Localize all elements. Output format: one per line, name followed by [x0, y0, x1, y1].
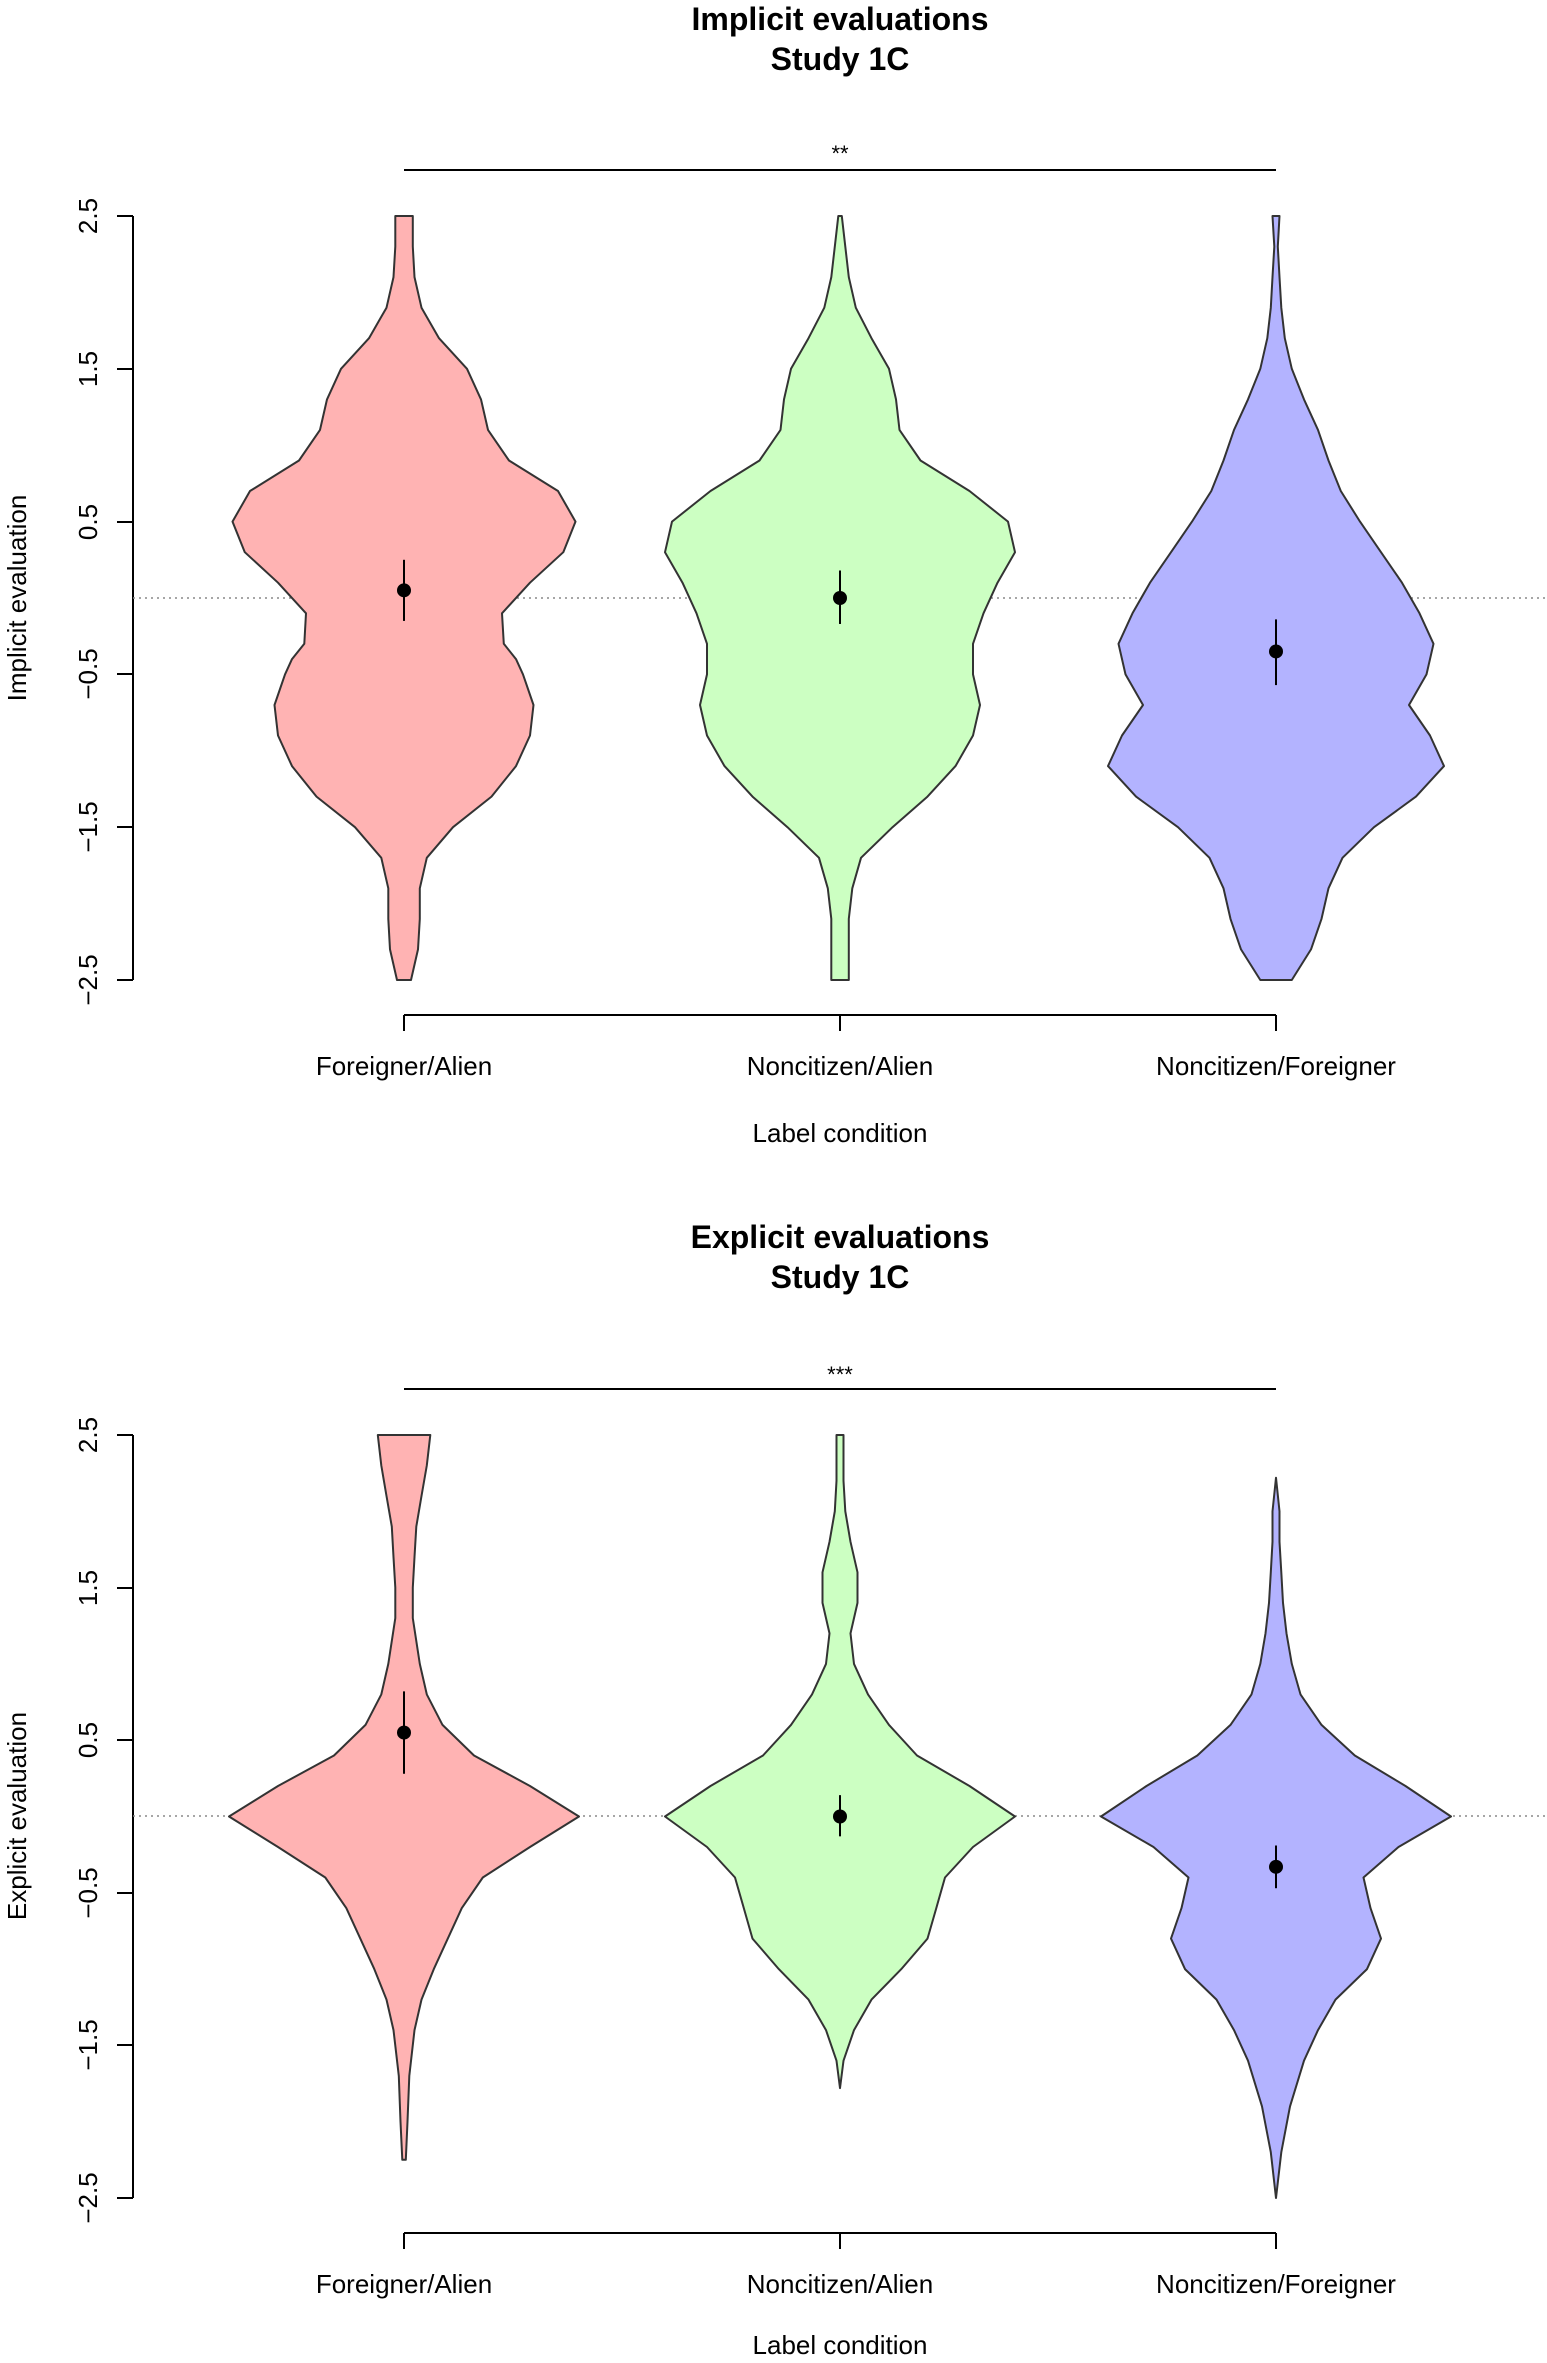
y-tick-label: −2.5 [73, 954, 103, 1005]
y-axis-label: Implicit evaluation [2, 495, 32, 702]
panel-implicit: Implicit evaluations Study 1C ** −2.5 −1… [2, 1, 1547, 1148]
y-tick-label: −2.5 [73, 2172, 103, 2223]
violin-noncitizen-foreigner [1107, 215, 1445, 981]
x-axis-label: Label condition [753, 1118, 928, 1148]
mean-point [397, 583, 411, 598]
significance-bracket: ** [404, 141, 1276, 171]
y-tick-label: 2.5 [73, 1417, 103, 1453]
y-tick-label: 0.5 [73, 1722, 103, 1758]
y-tick-label: 2.5 [73, 198, 103, 234]
mean-point [833, 591, 847, 605]
chart-subtitle: Study 1C [771, 1259, 910, 1295]
violin-noncitizen-foreigner [1100, 1476, 1452, 2199]
y-tick-label: −1.5 [73, 801, 103, 852]
y-tick-label: −1.5 [73, 2019, 103, 2070]
violin-noncitizen-alien [664, 1434, 1016, 2090]
mean-point [397, 1725, 411, 1740]
y-axis-label: Explicit evaluation [2, 1712, 32, 1920]
x-axis-label: Label condition [753, 2330, 928, 2360]
mean-point [833, 1809, 847, 1824]
y-tick-label: 0.5 [73, 504, 103, 540]
y-tick-label: 1.5 [73, 351, 103, 387]
x-tick-label: Foreigner/Alien [316, 1051, 492, 1081]
y-tick-label: −0.5 [73, 648, 103, 699]
mean-points [397, 583, 1283, 659]
violin-foreigner-alien [228, 1434, 580, 2161]
x-axis: Foreigner/Alien Noncitizen/Alien Nonciti… [316, 1014, 1396, 1148]
chart-title: Explicit evaluations [691, 1219, 990, 1255]
x-tick-label: Noncitizen/Alien [747, 1051, 933, 1081]
mean-point [1269, 644, 1283, 659]
mean-points [397, 1725, 1283, 1874]
mean-point [1269, 1859, 1283, 1874]
significance-label: ** [831, 141, 849, 166]
y-axis: −2.5 −1.5 −0.5 0.5 1.5 2.5 Explicit eval… [2, 1417, 134, 2224]
significance-label: *** [827, 1362, 853, 1387]
y-axis: −2.5 −1.5 −0.5 0.5 1.5 2.5 Implicit eval… [2, 198, 134, 1006]
chart-title: Implicit evaluations [692, 1, 989, 37]
x-tick-label: Noncitizen/Foreigner [1156, 2269, 1396, 2299]
chart-subtitle: Study 1C [771, 41, 910, 77]
significance-bracket: *** [404, 1362, 1276, 1390]
x-tick-label: Foreigner/Alien [316, 2269, 492, 2299]
x-tick-label: Noncitizen/Alien [747, 2269, 933, 2299]
x-axis: Foreigner/Alien Noncitizen/Alien Nonciti… [316, 2232, 1396, 2360]
x-tick-label: Noncitizen/Foreigner [1156, 1051, 1396, 1081]
panel-explicit: Explicit evaluations Study 1C *** −2.5 −… [2, 1219, 1547, 2360]
y-tick-label: 1.5 [73, 1570, 103, 1606]
y-tick-label: −0.5 [73, 1867, 103, 1918]
violins [228, 1434, 1452, 2199]
